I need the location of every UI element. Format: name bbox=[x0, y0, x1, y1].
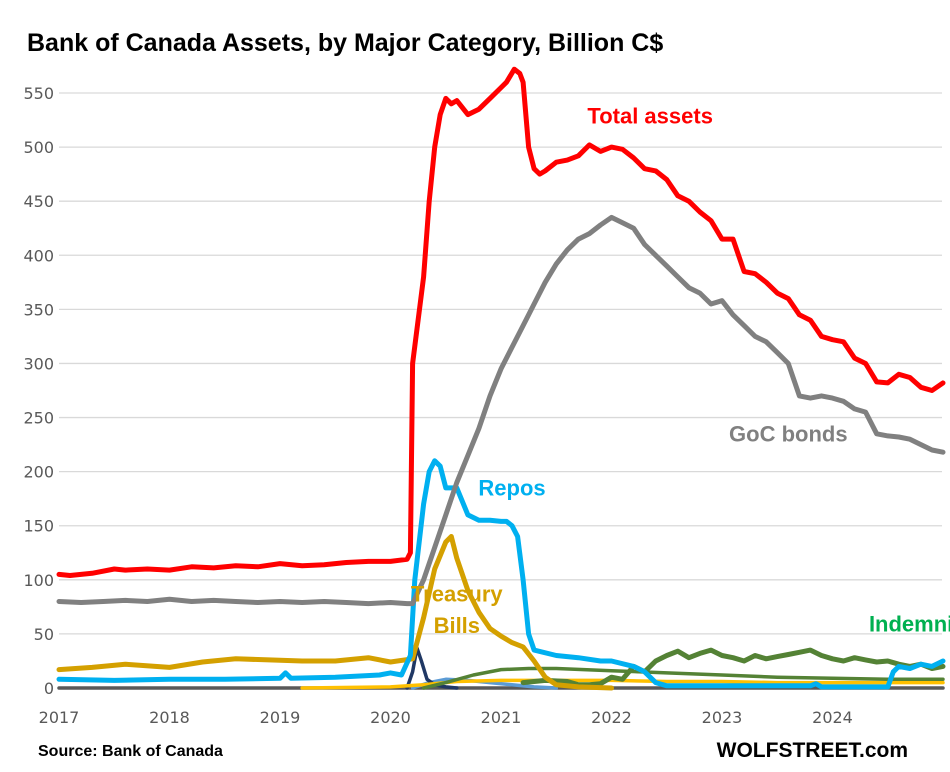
source-note: Source: Bank of Canada bbox=[38, 743, 223, 760]
y-tick-label: 450 bbox=[23, 192, 54, 211]
annotation-treasury: Treasury bbox=[411, 581, 503, 606]
x-tick-label: 2021 bbox=[481, 708, 522, 727]
series-line-other-green-term-loans bbox=[421, 666, 945, 690]
y-tick-label: 550 bbox=[23, 84, 54, 103]
series-lines bbox=[56, 66, 946, 691]
y-tick-label: 250 bbox=[23, 409, 54, 428]
series-line-other-dark-blue bbox=[405, 646, 459, 690]
series-line-indemnity bbox=[520, 647, 946, 688]
series-line-repos bbox=[56, 458, 946, 690]
y-tick-label: 0 bbox=[44, 679, 54, 698]
y-tick-label: 150 bbox=[23, 517, 54, 536]
y-tick-label: 200 bbox=[23, 463, 54, 482]
y-tick-label: 500 bbox=[23, 138, 54, 157]
x-tick-label: 2020 bbox=[370, 708, 411, 727]
x-tick-label: 2018 bbox=[149, 708, 190, 727]
y-tick-label: 100 bbox=[23, 571, 54, 590]
series-line-goc-bonds bbox=[56, 214, 946, 607]
y-tick-label: 400 bbox=[23, 246, 54, 265]
x-tick-label: 2019 bbox=[260, 708, 301, 727]
series-line-other-yellow bbox=[300, 678, 945, 690]
series-annotations: Total assets GoC bonds Repos Treasury Bills I… bbox=[411, 103, 950, 638]
chart-title: Bank of Canada Assets, by Major Category… bbox=[27, 29, 663, 57]
x-tick-label: 2017 bbox=[39, 708, 80, 727]
x-axis-ticks: 2017 2018 2019 2020 2021 2022 2023 2024 bbox=[39, 708, 853, 727]
x-tick-label: 2023 bbox=[702, 708, 743, 727]
y-tick-label: 300 bbox=[23, 354, 54, 373]
x-tick-label: 2022 bbox=[591, 708, 632, 727]
y-tick-label: 50 bbox=[34, 625, 54, 644]
y-axis-ticks: 0 50 100 150 200 250 300 350 400 450 500 550 bbox=[23, 84, 54, 698]
series-line-treasury-bills bbox=[56, 534, 614, 691]
annotation-repos: Repos bbox=[478, 475, 545, 500]
annotation-indemnity: Indemnity bbox=[869, 612, 950, 637]
annotation-total-assets: Total assets bbox=[587, 103, 713, 128]
annotation-goc-bonds: GoC bonds bbox=[729, 421, 848, 446]
x-tick-label: 2024 bbox=[812, 708, 853, 727]
y-tick-label: 350 bbox=[23, 300, 54, 319]
annotation-bills: Bills bbox=[434, 613, 480, 638]
brand-label: WOLFSTREET.com bbox=[717, 739, 908, 762]
series-line-total-assets bbox=[56, 66, 946, 578]
gridlines bbox=[59, 92, 942, 635]
